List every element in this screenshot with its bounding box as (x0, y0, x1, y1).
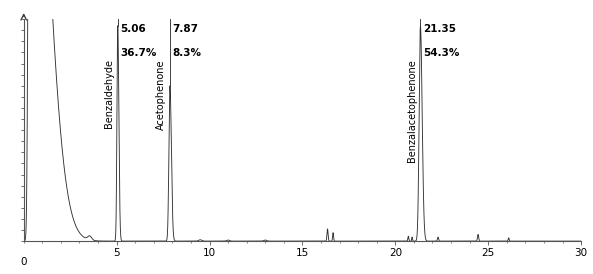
Text: 8.3%: 8.3% (173, 48, 202, 58)
Text: 21.35: 21.35 (423, 24, 456, 34)
Text: Benzaldehyde: Benzaldehyde (104, 59, 114, 128)
Text: Acetophenone: Acetophenone (156, 59, 166, 130)
Text: 7.87: 7.87 (173, 24, 199, 34)
Text: Benzalacetophenone: Benzalacetophenone (407, 59, 417, 162)
Text: 0: 0 (21, 257, 27, 267)
Text: 5.06: 5.06 (120, 24, 146, 34)
Text: 36.7%: 36.7% (120, 48, 157, 58)
Text: min: min (592, 257, 593, 267)
Text: 54.3%: 54.3% (423, 48, 460, 58)
